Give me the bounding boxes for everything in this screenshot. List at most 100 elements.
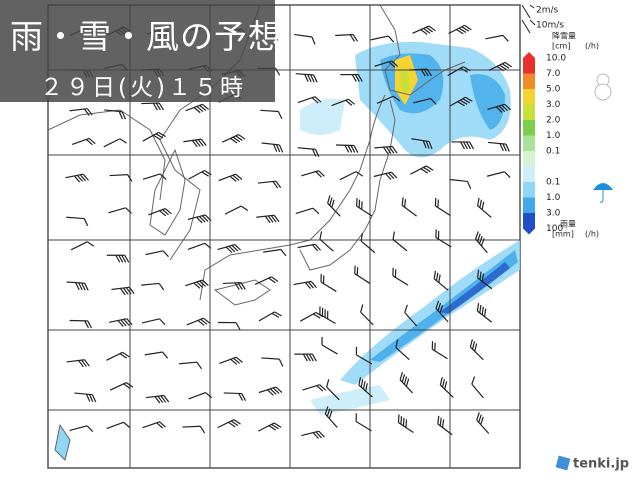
barb-feather bbox=[194, 139, 201, 147]
barb-feather bbox=[233, 357, 241, 364]
wind-barb bbox=[435, 229, 452, 248]
barb-feather bbox=[154, 396, 161, 404]
barb-feather bbox=[441, 379, 446, 388]
wind-barb bbox=[471, 376, 484, 399]
barb-feather bbox=[354, 265, 356, 274]
barb-feather bbox=[481, 306, 484, 315]
barb-feather bbox=[483, 308, 487, 317]
wind-barb bbox=[448, 24, 472, 35]
barb-feather bbox=[466, 141, 472, 150]
barb-feather bbox=[425, 140, 430, 149]
wind-icon-small bbox=[521, 4, 531, 19]
barb-feather bbox=[358, 377, 362, 386]
wind-barb bbox=[142, 421, 166, 429]
title: 雨・雪・風の予想 bbox=[10, 17, 282, 56]
barb-feather bbox=[403, 199, 407, 208]
barb-feather bbox=[401, 197, 404, 206]
barb-feather bbox=[119, 288, 126, 296]
wind-barb bbox=[108, 207, 132, 214]
barb-feather bbox=[84, 282, 89, 291]
wind-barb bbox=[224, 205, 249, 215]
barb-feather bbox=[88, 394, 94, 403]
barb-feather bbox=[423, 166, 431, 173]
barb-feather bbox=[457, 101, 465, 107]
barb-staff bbox=[188, 170, 205, 180]
barb-staff bbox=[433, 278, 449, 291]
barb-feather bbox=[312, 207, 320, 215]
barb-feather bbox=[232, 136, 241, 143]
barb-staff bbox=[392, 275, 409, 286]
barb-staff bbox=[339, 171, 357, 181]
barb-feather bbox=[439, 305, 444, 314]
barb-feather bbox=[399, 372, 404, 381]
wind-barb bbox=[449, 178, 472, 190]
barb-feather bbox=[444, 381, 448, 390]
barb-feather bbox=[203, 317, 211, 324]
wind-barbs bbox=[65, 24, 513, 439]
wind-barb bbox=[410, 165, 434, 175]
barb-feather bbox=[318, 170, 325, 177]
snow-unit: [cm] bbox=[552, 42, 570, 51]
barb-feather bbox=[476, 233, 481, 242]
barb-feather bbox=[435, 272, 439, 281]
wind-small-label: 2m/s bbox=[536, 6, 559, 16]
barb-feather bbox=[433, 270, 437, 279]
wind-barb bbox=[66, 281, 89, 291]
barb-feather bbox=[321, 336, 323, 345]
wind-barb bbox=[223, 392, 247, 401]
barb-feather bbox=[228, 245, 236, 253]
wind-barb bbox=[431, 341, 448, 360]
barb-feather bbox=[495, 106, 503, 113]
barb-staff bbox=[411, 138, 430, 143]
barb-feather bbox=[326, 379, 330, 388]
barb-feather bbox=[456, 28, 464, 35]
rain-level-label: 0.1 bbox=[546, 178, 560, 188]
wind-barb bbox=[439, 377, 454, 398]
wind-barb bbox=[475, 231, 488, 254]
barb-staff bbox=[486, 171, 505, 177]
wind-barb bbox=[335, 33, 359, 42]
barb-staff bbox=[141, 282, 160, 286]
wind-barb bbox=[217, 243, 242, 254]
barb-feather bbox=[197, 319, 205, 326]
barb-feather bbox=[392, 231, 395, 240]
barb-feather bbox=[84, 320, 90, 329]
barb-staff bbox=[106, 351, 123, 361]
barb-feather bbox=[479, 199, 482, 208]
wind-barb bbox=[65, 173, 89, 183]
brand-logo bbox=[555, 455, 571, 471]
barb-feather bbox=[125, 207, 132, 214]
barb-staff bbox=[254, 276, 272, 285]
barb-staff bbox=[263, 248, 282, 253]
snow-color bbox=[523, 58, 535, 74]
snow-level-label: 2.0 bbox=[546, 116, 561, 126]
barb-feather bbox=[153, 134, 161, 140]
barb-staff bbox=[224, 205, 242, 215]
barb-feather bbox=[270, 215, 277, 223]
barb-feather bbox=[86, 108, 93, 116]
wind-barb bbox=[218, 173, 243, 182]
wind-barb bbox=[487, 141, 510, 152]
barb-feather bbox=[237, 282, 243, 290]
barb-feather bbox=[388, 61, 396, 68]
barb-staff bbox=[487, 141, 507, 145]
wind-barb bbox=[145, 250, 169, 258]
wind-barb bbox=[263, 248, 287, 257]
barb-feather bbox=[502, 34, 509, 42]
barb-staff bbox=[373, 171, 392, 178]
barb-feather bbox=[438, 274, 441, 283]
wind-barb bbox=[188, 391, 213, 400]
barb-feather bbox=[240, 205, 249, 212]
barb-feather bbox=[88, 137, 96, 145]
barb-feather bbox=[118, 254, 124, 263]
barb-feather bbox=[397, 414, 400, 423]
barb-feather bbox=[469, 339, 473, 348]
barb-feather bbox=[193, 107, 201, 114]
wind-barb bbox=[374, 145, 398, 155]
barb-feather bbox=[400, 416, 403, 425]
barb-feather bbox=[319, 231, 323, 240]
subtitle: ２９日(火)１５時 bbox=[40, 75, 246, 101]
barb-feather bbox=[271, 276, 279, 282]
barb-feather bbox=[439, 377, 443, 386]
barb-feather bbox=[476, 269, 480, 278]
